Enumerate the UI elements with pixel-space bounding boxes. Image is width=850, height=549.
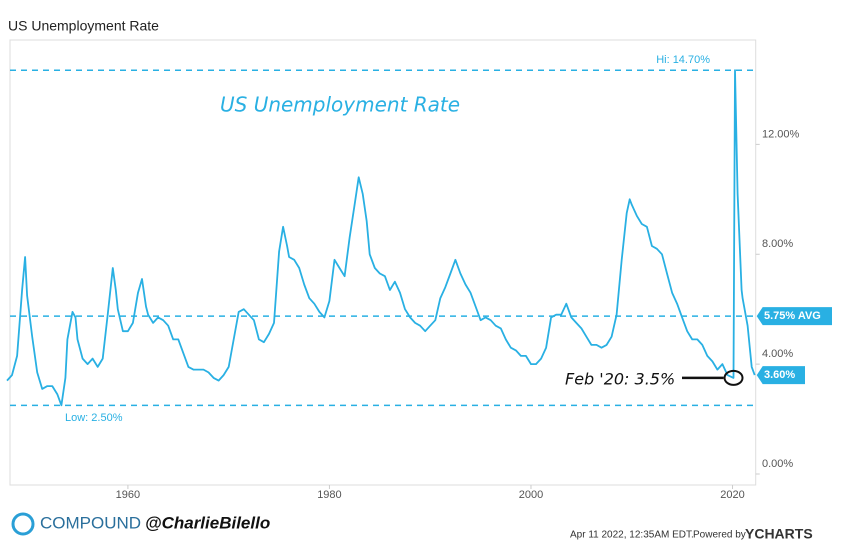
x-tick-label: 2000 bbox=[519, 489, 543, 501]
avg-label: 5.75% AVG bbox=[764, 310, 821, 322]
last-badge bbox=[756, 366, 805, 385]
brand-logo bbox=[11, 512, 35, 536]
overlay-title: US Unemployment Rate bbox=[220, 93, 460, 117]
avg-badge bbox=[756, 307, 832, 326]
y-tick-label: 4.00% bbox=[762, 348, 793, 360]
x-tick-label: 2020 bbox=[720, 489, 744, 501]
x-tick-label: 1960 bbox=[116, 489, 140, 501]
vendor: YCHARTS bbox=[745, 526, 813, 542]
brand: COMPOUND bbox=[40, 513, 141, 532]
date: Apr 11 2022, 12:35AM EDT. bbox=[570, 530, 694, 541]
handle: @CharlieBilello bbox=[145, 513, 270, 532]
hi-label: Hi: 14.70% bbox=[656, 54, 710, 66]
chart-title: US Unemployment Rate bbox=[8, 18, 159, 34]
callout-text: Feb '20: 3.5% bbox=[565, 369, 675, 388]
low-label: Low: 2.50% bbox=[65, 412, 123, 424]
y-tick-label: 12.00% bbox=[762, 128, 800, 140]
plot-frame bbox=[9, 39, 757, 486]
powered-by: Powered by bbox=[693, 530, 746, 541]
y-tick-label: 8.00% bbox=[762, 238, 793, 250]
line bbox=[6, 69, 756, 407]
last-label: 3.60% bbox=[764, 369, 795, 381]
x-tick-label: 1980 bbox=[317, 489, 341, 501]
y-tick-label: 0.00% bbox=[762, 458, 793, 470]
callout-ring bbox=[723, 369, 744, 386]
